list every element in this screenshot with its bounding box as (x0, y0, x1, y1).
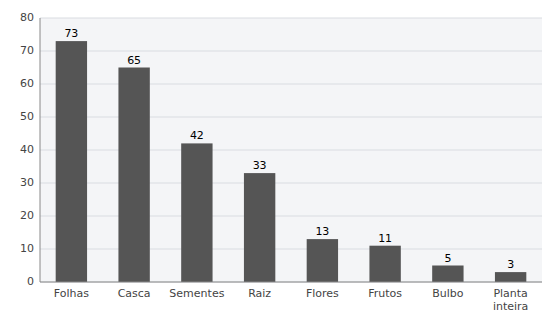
x-tick-label-line: Raiz (248, 287, 271, 300)
data-label: 65 (127, 54, 141, 67)
data-label: 3 (507, 258, 514, 271)
page: {"chart_data": {"type": "bar", "categori… (0, 0, 554, 324)
y-axis: 0 10 20 30 40 50 60 70 80 (20, 11, 34, 288)
bar (432, 266, 463, 283)
x-tick-label: Casca (118, 287, 151, 300)
bar (495, 272, 526, 282)
grid-line (40, 51, 542, 52)
plot-background (40, 18, 542, 282)
bar (181, 143, 212, 282)
x-axis: Folhas Casca Sementes Raiz Flores Frutos Bulbo… (54, 287, 529, 313)
y-tick-label: 80 (20, 11, 34, 24)
x-tick-label: Folhas (54, 287, 89, 300)
x-tick-label: Bulbo (432, 287, 464, 300)
x-tick-label-line: inteira (493, 300, 528, 313)
grid-line (40, 249, 542, 250)
grid (40, 18, 542, 282)
grid-line (40, 150, 542, 151)
y-tick-label: 0 (27, 275, 34, 288)
y-tick-label: 10 (20, 242, 34, 255)
y-tick-label: 30 (20, 176, 34, 189)
y-tick-label: 50 (20, 110, 34, 123)
grid-line (40, 216, 542, 217)
data-label: 73 (64, 27, 78, 40)
grid-line (40, 18, 542, 19)
x-tick-label: Flores (306, 287, 339, 300)
grid-line (40, 282, 542, 283)
data-labels: 73 65 42 33 13 11 5 3 (64, 27, 514, 271)
x-tick-label: Plantainteira (493, 287, 528, 313)
grid-line (40, 84, 542, 85)
grid-line (40, 183, 542, 184)
x-tick-label: Sementes (169, 287, 224, 300)
y-tick-label: 40 (20, 143, 34, 156)
x-tick-label-line: Folhas (54, 287, 89, 300)
x-tick-label-line: Bulbo (432, 287, 464, 300)
bar (118, 68, 149, 283)
x-axis-line (40, 282, 542, 283)
data-label: 13 (315, 225, 329, 238)
bar (307, 239, 338, 282)
grid-line (40, 117, 542, 118)
y-tick-label: 70 (20, 44, 34, 57)
bar (244, 173, 275, 282)
x-tick-label-line: Sementes (169, 287, 224, 300)
data-label: 5 (444, 252, 451, 265)
x-tick-label-line: Planta (493, 287, 527, 300)
x-tick-label-line: Casca (118, 287, 151, 300)
chart-svg: 0 10 20 30 40 50 60 70 80 73 65 42 33 13 11 5 3 Folhas Cas… (0, 0, 554, 324)
bars (56, 41, 527, 282)
data-label: 11 (378, 232, 392, 245)
y-axis-line (40, 18, 41, 282)
y-tick-label: 20 (20, 209, 34, 222)
x-tick-label: Frutos (368, 287, 402, 300)
data-label: 33 (253, 159, 267, 172)
data-label: 42 (190, 129, 204, 142)
bar (369, 246, 400, 282)
bar (56, 41, 87, 282)
x-tick-label-line: Flores (306, 287, 339, 300)
x-tick-label: Raiz (248, 287, 271, 300)
x-tick-label-line: Frutos (368, 287, 402, 300)
y-tick-label: 60 (20, 77, 34, 90)
chart-container: 0 10 20 30 40 50 60 70 80 73 65 42 33 13 11 5 3 Folhas Cas… (0, 0, 554, 324)
